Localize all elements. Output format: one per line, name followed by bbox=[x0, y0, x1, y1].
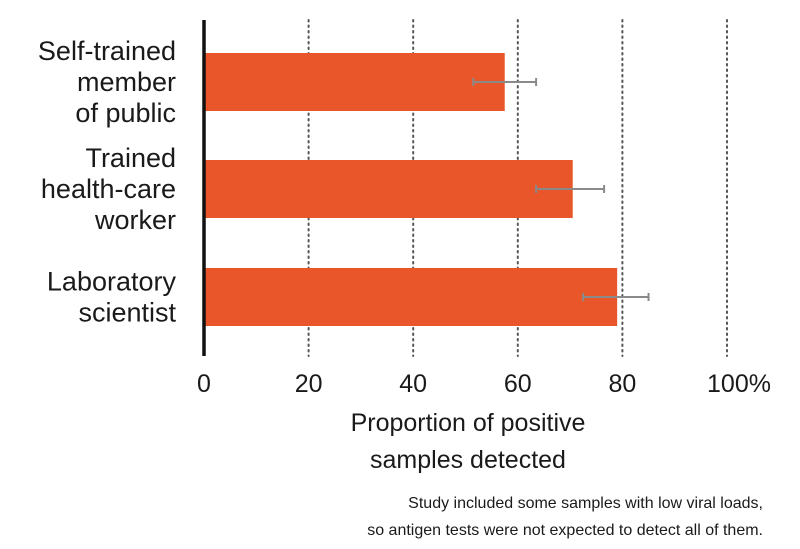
x-tick-labels: 0 20 40 60 80 100% bbox=[197, 370, 771, 398]
error-bars bbox=[472, 78, 650, 301]
bar-2 bbox=[204, 160, 573, 218]
x-tick-label-0: 0 bbox=[197, 370, 211, 398]
bars bbox=[204, 53, 618, 326]
error-bar-3 bbox=[582, 293, 650, 301]
x-tick-label-80: 80 bbox=[608, 370, 636, 398]
bar-1 bbox=[204, 53, 505, 111]
x-axis-title-line-2: samples detected bbox=[370, 446, 566, 474]
category-labels: Self-trained member of public Trained health… bbox=[38, 36, 177, 328]
category-label-1: Self-trained member of public bbox=[38, 36, 176, 128]
x-tick-label-20: 20 bbox=[295, 370, 323, 398]
x-tick-label-100: 100% bbox=[707, 370, 771, 398]
footnote-line-2: so antigen tests were not expected to de… bbox=[367, 522, 763, 539]
bar-3 bbox=[204, 268, 618, 326]
x-axis-title-line-1: Proportion of positive bbox=[351, 409, 586, 437]
x-axis-title: Proportion of positive bbox=[351, 409, 586, 437]
footnote: so antigen tests were not expected to de… bbox=[367, 522, 763, 539]
error-bar-2 bbox=[535, 185, 606, 193]
x-tick-label-40: 40 bbox=[399, 370, 427, 398]
error-bar-1 bbox=[472, 78, 538, 86]
x-axis-title: samples detected bbox=[370, 446, 566, 474]
footnote: Study included some samples with low vir… bbox=[408, 495, 763, 512]
footnote-line-1: Study included some samples with low vir… bbox=[408, 495, 763, 512]
category-label-3: Laboratory scientist bbox=[47, 267, 177, 328]
x-tick-label-60: 60 bbox=[504, 370, 532, 398]
category-label-2: Trained health-care worker bbox=[41, 143, 176, 235]
